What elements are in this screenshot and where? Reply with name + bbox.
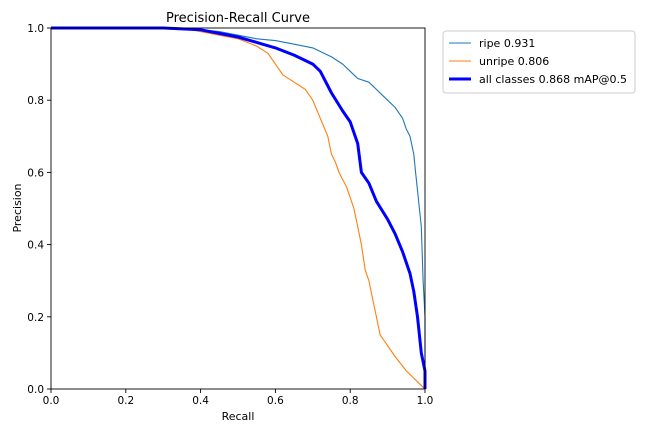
x-axis-label: Recall	[222, 410, 255, 423]
x-tick-label: 0.8	[342, 395, 359, 407]
y-tick-label: 1.0	[27, 23, 44, 35]
legend-label: unripe 0.806	[479, 55, 549, 68]
legend-label: all classes 0.868 mAP@0.5	[479, 73, 627, 86]
y-tick-label: 0.4	[27, 240, 44, 252]
legend-label: ripe 0.931	[479, 37, 535, 50]
x-tick-label: 0.4	[192, 395, 209, 407]
y-tick-label: 0.0	[27, 384, 44, 396]
series-line	[51, 27, 426, 390]
series-line	[51, 26, 427, 389]
x-tick-label: 0.6	[267, 395, 284, 407]
axes: 0.0 0.2 0.4 0.6 0.8 1.0 0.0 0.2 0.4 0.6 0.8 1.0	[27, 23, 433, 407]
y-tick-label: 0.6	[27, 167, 44, 179]
x-tick-label: 0.0	[43, 395, 60, 407]
y-tick-label: 0.8	[27, 95, 44, 107]
x-tick-label: 0.2	[117, 395, 134, 407]
legend: ripe 0.931 unripe 0.806 all classes 0.868 …	[442, 30, 636, 94]
x-tick-label: 1.0	[417, 395, 434, 407]
axes-frame	[50, 27, 426, 390]
plot-area	[51, 26, 427, 390]
y-axis-label: Precision	[11, 183, 24, 232]
chart-title: Precision-Recall Curve	[166, 11, 310, 26]
legend-box	[442, 30, 636, 94]
series-line	[51, 27, 426, 389]
y-tick-label: 0.2	[27, 312, 44, 324]
